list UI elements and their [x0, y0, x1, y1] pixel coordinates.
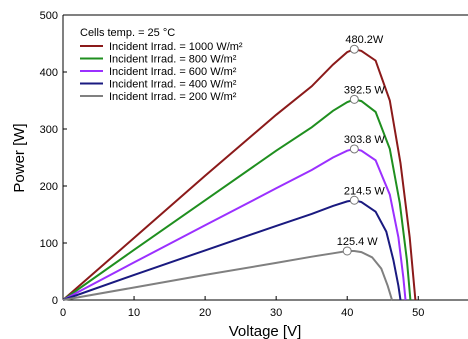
peak-marker	[350, 45, 358, 53]
x-tick-label: 30	[270, 307, 282, 319]
y-tick-label: 0	[52, 295, 58, 307]
legend-label: Incident Irrad. = 1000 W/m²	[109, 41, 243, 53]
legend-title: Cells temp. = 25 °C	[80, 27, 175, 39]
x-axis-label: Voltage [V]	[229, 323, 302, 339]
y-tick-label: 200	[40, 181, 58, 193]
peak-label: 303.8 W	[344, 134, 386, 146]
legend: Cells temp. = 25 °C Incident Irrad. = 10…	[80, 27, 243, 103]
legend-label: Incident Irrad. = 600 W/m²	[109, 66, 237, 78]
peak-marker	[350, 95, 358, 103]
series-line	[63, 251, 392, 300]
peak-marker	[350, 145, 358, 153]
series-line	[63, 149, 406, 300]
y-tick-label: 500	[40, 10, 58, 22]
legend-label: Incident Irrad. = 800 W/m²	[109, 54, 237, 66]
peak-label: 125.4 W	[337, 236, 379, 248]
x-tick-label: 10	[128, 307, 140, 319]
peak-label: 480.2W	[345, 34, 384, 46]
x-axis-ticks: 0 10 20 30 40 50	[60, 296, 424, 319]
y-tick-label: 100	[40, 238, 58, 250]
y-axis-label: Power [W]	[11, 123, 28, 192]
peak-marker	[343, 247, 351, 255]
y-tick-label: 300	[40, 124, 58, 136]
peak-label: 392.5 W	[344, 84, 386, 96]
legend-label: Incident Irrad. = 200 W/m²	[109, 91, 237, 103]
x-tick-label: 20	[199, 307, 211, 319]
x-tick-label: 0	[60, 307, 66, 319]
x-tick-label: 50	[412, 307, 424, 319]
peak-marker	[350, 196, 358, 204]
x-tick-label: 40	[341, 307, 353, 319]
peak-label: 214.5 W	[344, 185, 386, 197]
legend-label: Incident Irrad. = 400 W/m²	[109, 79, 237, 91]
y-tick-label: 400	[40, 67, 58, 79]
